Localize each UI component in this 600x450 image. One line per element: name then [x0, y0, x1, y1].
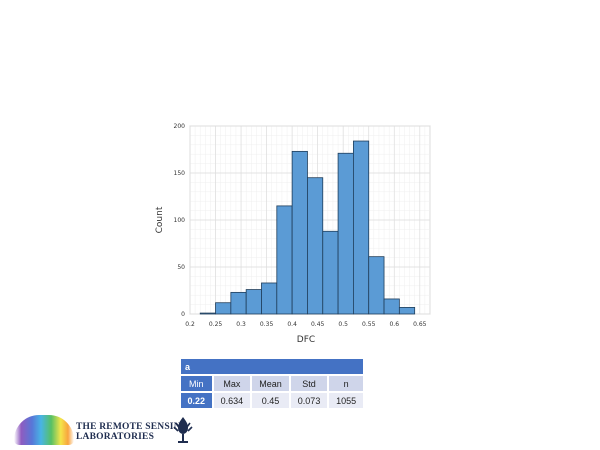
- histogram-bar: [261, 282, 278, 315]
- x-axis-label: DFC: [297, 335, 315, 345]
- histogram-chart: 0.2 0.25 0.3 0.35 0.4 0.45 0.5 0.55 0.6 0.65 0 50 1…: [155, 123, 431, 345]
- x-tick-label: 0.45: [311, 321, 325, 328]
- x-tick-label: 0.25: [209, 321, 223, 328]
- stats-header-n: n: [329, 376, 363, 391]
- university-emblem-icon: [173, 417, 193, 443]
- x-tick-label: 0.55: [362, 321, 376, 328]
- stats-header-min: Min: [181, 376, 212, 391]
- logo-text: THE REMOTE SENSING LABORATORIES: [76, 422, 188, 442]
- histogram-bar: [398, 307, 416, 315]
- stats-value-n: 1055: [329, 393, 363, 408]
- x-tick-label: 0.35: [260, 321, 274, 328]
- histogram-bar: [368, 256, 385, 315]
- histogram-bar: [230, 291, 247, 315]
- stats-value-max: 0.634: [213, 393, 251, 408]
- histogram-bar: [276, 205, 293, 315]
- histogram-bar: [307, 177, 324, 315]
- stats-header-row: Min Max Mean Std n: [181, 376, 363, 391]
- x-tick-label: 0.5: [338, 321, 348, 328]
- x-tick-label: 0.65: [413, 321, 427, 328]
- histogram-bar: [322, 230, 339, 315]
- histogram-bar: [199, 312, 216, 315]
- stats-title-row: a: [181, 359, 363, 374]
- stats-header-std: Std: [290, 376, 328, 391]
- spectrum-logo-icon: [14, 415, 74, 445]
- y-tick-label: 0: [181, 311, 185, 318]
- histogram-bar: [291, 150, 308, 315]
- histogram-bar: [337, 152, 354, 315]
- stats-value-mean: 0.45: [252, 393, 289, 408]
- stats-table: a Min Max Mean Std n 0.22 0.634 0.45 0.0…: [179, 357, 365, 410]
- stats-title: a: [181, 359, 363, 374]
- x-tick-label: 0.4: [287, 321, 297, 328]
- histogram-bar: [353, 140, 370, 315]
- histogram-bar: [215, 302, 232, 315]
- bars-group: [199, 140, 416, 315]
- y-tick-label: 200: [174, 123, 186, 130]
- remote-sensing-logo: THE REMOTE SENSING LABORATORIES: [14, 415, 194, 447]
- x-tick-label: 0.6: [389, 321, 399, 328]
- x-tick-label: 0.3: [236, 321, 246, 328]
- x-tick-label: 0.2: [185, 321, 195, 328]
- y-tick-label: 150: [174, 170, 186, 177]
- stats-header-mean: Mean: [252, 376, 289, 391]
- y-tick-labels: 0 50 100 150 200: [174, 123, 186, 318]
- stats-header-max: Max: [213, 376, 251, 391]
- logo-line-1: THE REMOTE SENSING: [76, 422, 189, 432]
- stats-value-min: 0.22: [181, 393, 212, 408]
- x-tick-labels: 0.2 0.25 0.3 0.35 0.4 0.45 0.5 0.55 0.6 0.65: [185, 321, 426, 328]
- stats-value-row: 0.22 0.634 0.45 0.073 1055: [181, 393, 363, 408]
- histogram-bar: [383, 298, 400, 315]
- y-tick-label: 50: [177, 264, 185, 271]
- stats-value-std: 0.073: [290, 393, 328, 408]
- histogram-bar: [245, 289, 262, 315]
- logo-line-2: LABORATORIES: [76, 432, 155, 442]
- y-axis-label: Count: [155, 206, 165, 233]
- y-tick-label: 100: [174, 217, 186, 224]
